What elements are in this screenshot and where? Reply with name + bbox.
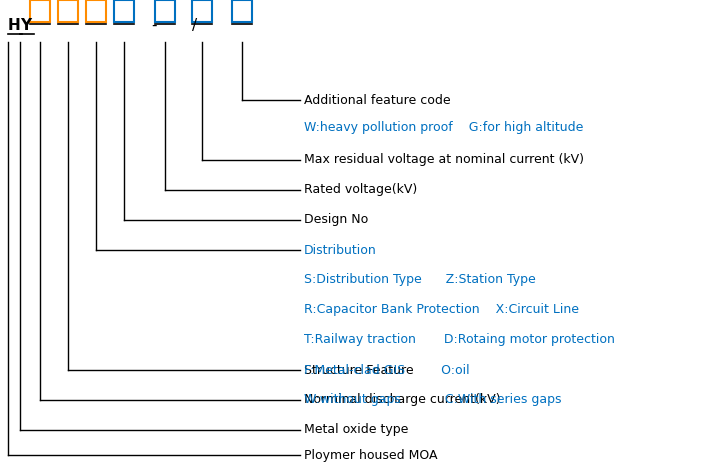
Text: Metal oxide type: Metal oxide type [304,423,409,437]
Text: /: / [192,18,197,33]
Bar [155,0,175,22]
Text: Norminal discharge current(kV): Norminal discharge current(kV) [304,393,501,407]
Text: Ploymer housed MOA: Ploymer housed MOA [304,448,437,462]
Text: Y: Y [20,18,31,33]
Text: -: - [151,18,157,33]
Text: Additional feature code: Additional feature code [304,94,451,107]
Text: Distribution: Distribution [304,243,377,257]
Text: T:Railway traction       D:Rotaing motor protection: T:Railway traction D:Rotaing motor prote… [304,334,615,346]
Text: S:Distribution Type      Z:Station Type: S:Distribution Type Z:Station Type [304,274,536,287]
Text: Rated voltage(kV): Rated voltage(kV) [304,183,417,196]
Bar [86,0,106,22]
Bar [114,0,134,22]
Text: R:Capacitor Bank Protection    X:Circuit Line: R:Capacitor Bank Protection X:Circuit Li… [304,304,579,316]
Text: H: H [8,18,21,33]
Text: Max residual voltage at nominal current (kV): Max residual voltage at nominal current … [304,154,584,166]
Text: F:Metal-clad GIS         O:oil: F:Metal-clad GIS O:oil [304,363,470,376]
Text: W:without gaps           C:With series gaps: W:without gaps C:With series gaps [304,393,562,407]
Text: Design No: Design No [304,213,369,227]
Bar [30,0,50,22]
Bar [232,0,252,22]
Text: Structure Feature: Structure Feature [304,363,413,376]
Text: W:heavy pollution proof    G:for high altitude: W:heavy pollution proof G:for high altit… [304,122,583,134]
Bar [58,0,78,22]
Bar [192,0,212,22]
